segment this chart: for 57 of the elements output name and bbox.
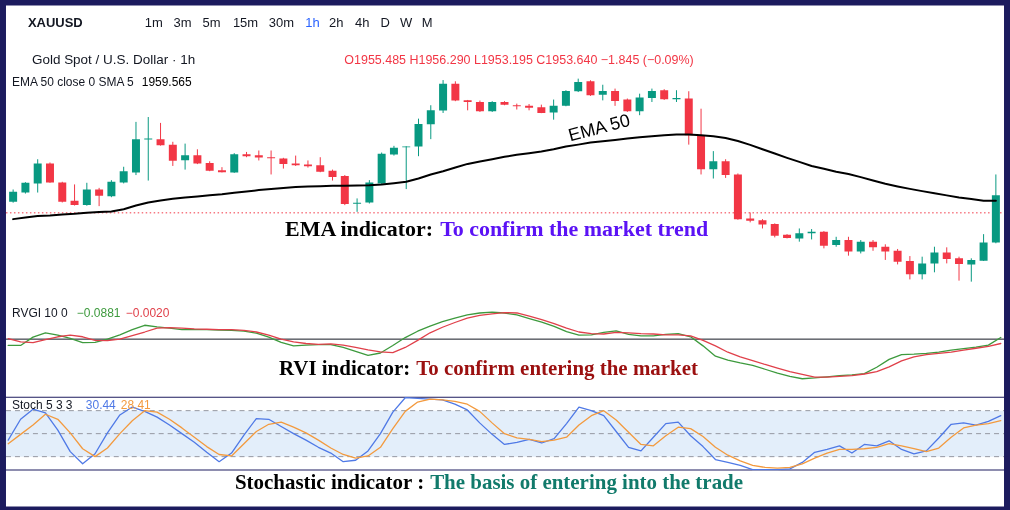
text: W	[400, 15, 414, 31]
candlestick	[930, 246, 939, 273]
annotation: Stochastic indicator :	[234, 469, 425, 494]
candlestick	[156, 122, 165, 147]
annotation: 30.44	[85, 397, 117, 412]
annotation: RVI indicator:	[278, 355, 411, 380]
candlestick	[549, 99, 558, 121]
text: 30m	[268, 15, 295, 31]
text: O1955.485 H1956.290 L1953.195 C1953.640 −1.845 (−0.09%)	[344, 53, 694, 68]
annotation: 1959.565	[141, 75, 192, 90]
candlestick	[635, 93, 644, 116]
candlestick	[905, 255, 914, 280]
candlestick	[426, 104, 435, 140]
annotation: EMA indicator:	[285, 216, 434, 242]
candlestick	[144, 116, 153, 182]
candlestick	[267, 150, 276, 175]
text: 2h	[329, 15, 344, 31]
annotation: EMA 50 close 0 SMA 5	[11, 75, 135, 90]
candlestick	[45, 161, 54, 184]
text: 1m	[144, 15, 163, 31]
chart-title: RVGI 10 0	[11, 305, 68, 320]
annotation: To confirm entering the market	[416, 355, 699, 380]
annotation: −0.0020	[125, 305, 170, 320]
annotation: 28.41	[120, 397, 152, 412]
candlestick	[402, 145, 411, 190]
candlestick	[979, 233, 988, 262]
chart-title: Stoch 5 3 3	[11, 397, 73, 412]
annotation: To confirm the market trend	[440, 216, 709, 242]
candlestick	[844, 236, 853, 257]
text: 5m	[202, 15, 221, 31]
candlestick	[353, 197, 362, 213]
candlestick	[709, 150, 718, 180]
candlestick	[955, 256, 964, 282]
candlestick	[82, 182, 91, 207]
candlestick	[647, 88, 656, 103]
text: D	[380, 15, 390, 31]
text: M	[421, 15, 433, 31]
candlestick	[33, 158, 42, 194]
chart-title: Gold Spot / U.S. Dollar · 1h	[31, 52, 196, 68]
candlestick	[230, 152, 239, 174]
text: XAUUSD	[27, 15, 83, 31]
candlestick	[525, 103, 534, 111]
annotation: −0.0881	[76, 305, 121, 320]
text: 1h	[305, 15, 320, 31]
candlestick	[414, 118, 423, 157]
text: 3m	[173, 15, 192, 31]
candlestick	[168, 141, 177, 167]
text: EMA 50	[566, 109, 633, 146]
text: 4h	[355, 15, 370, 31]
candlestick	[918, 256, 927, 280]
candlestick	[721, 158, 730, 179]
candlestick	[95, 187, 104, 207]
text: 15m	[232, 15, 259, 31]
candlestick	[70, 183, 79, 207]
candlestick	[181, 143, 190, 171]
annotation: The basis of entering into the trade	[430, 469, 744, 494]
candlestick	[217, 166, 226, 173]
